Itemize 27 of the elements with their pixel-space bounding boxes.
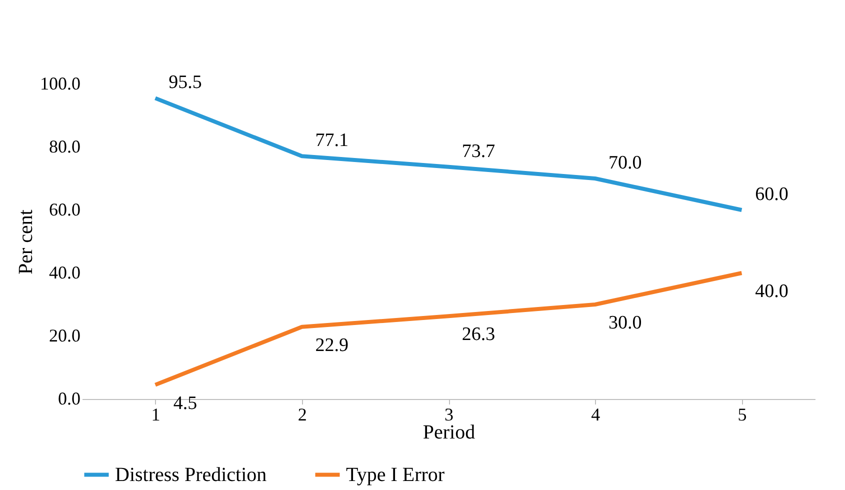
y-tick-label: 100.0 [40, 74, 80, 94]
y-tick-label: 20.0 [49, 326, 80, 346]
x-tick-label: 1 [151, 404, 160, 424]
x-tick-label: 5 [738, 404, 747, 424]
line-series [153, 96, 744, 212]
data-label: 22.9 [315, 334, 349, 356]
y-axis-title: Per cent [15, 209, 37, 274]
data-label: 73.7 [462, 140, 496, 162]
y-tick-label: 80.0 [49, 136, 80, 156]
data-label: 70.0 [608, 152, 642, 174]
y-tick-label: 40.0 [49, 262, 80, 282]
data-label: 30.0 [608, 312, 642, 334]
line-series [153, 271, 744, 387]
data-label: 40.0 [755, 281, 788, 302]
x-axis-title: Period [422, 422, 476, 444]
x-tick-label: 2 [298, 404, 307, 424]
x-tick-label: 3 [444, 404, 454, 424]
data-label: 60.0 [755, 184, 788, 205]
x-tick-label: 4 [591, 404, 600, 424]
data-label: 26.3 [462, 324, 496, 346]
y-tick-label: 0.0 [58, 388, 80, 408]
data-label: 95.5 [168, 72, 202, 94]
y-tick-label: 60.0 [49, 200, 80, 220]
data-label: 77.1 [315, 130, 349, 152]
legend-label: Distress Prediction [115, 464, 267, 486]
data-label: 4.5 [173, 392, 198, 414]
legend-label: Type I Error [346, 464, 445, 486]
